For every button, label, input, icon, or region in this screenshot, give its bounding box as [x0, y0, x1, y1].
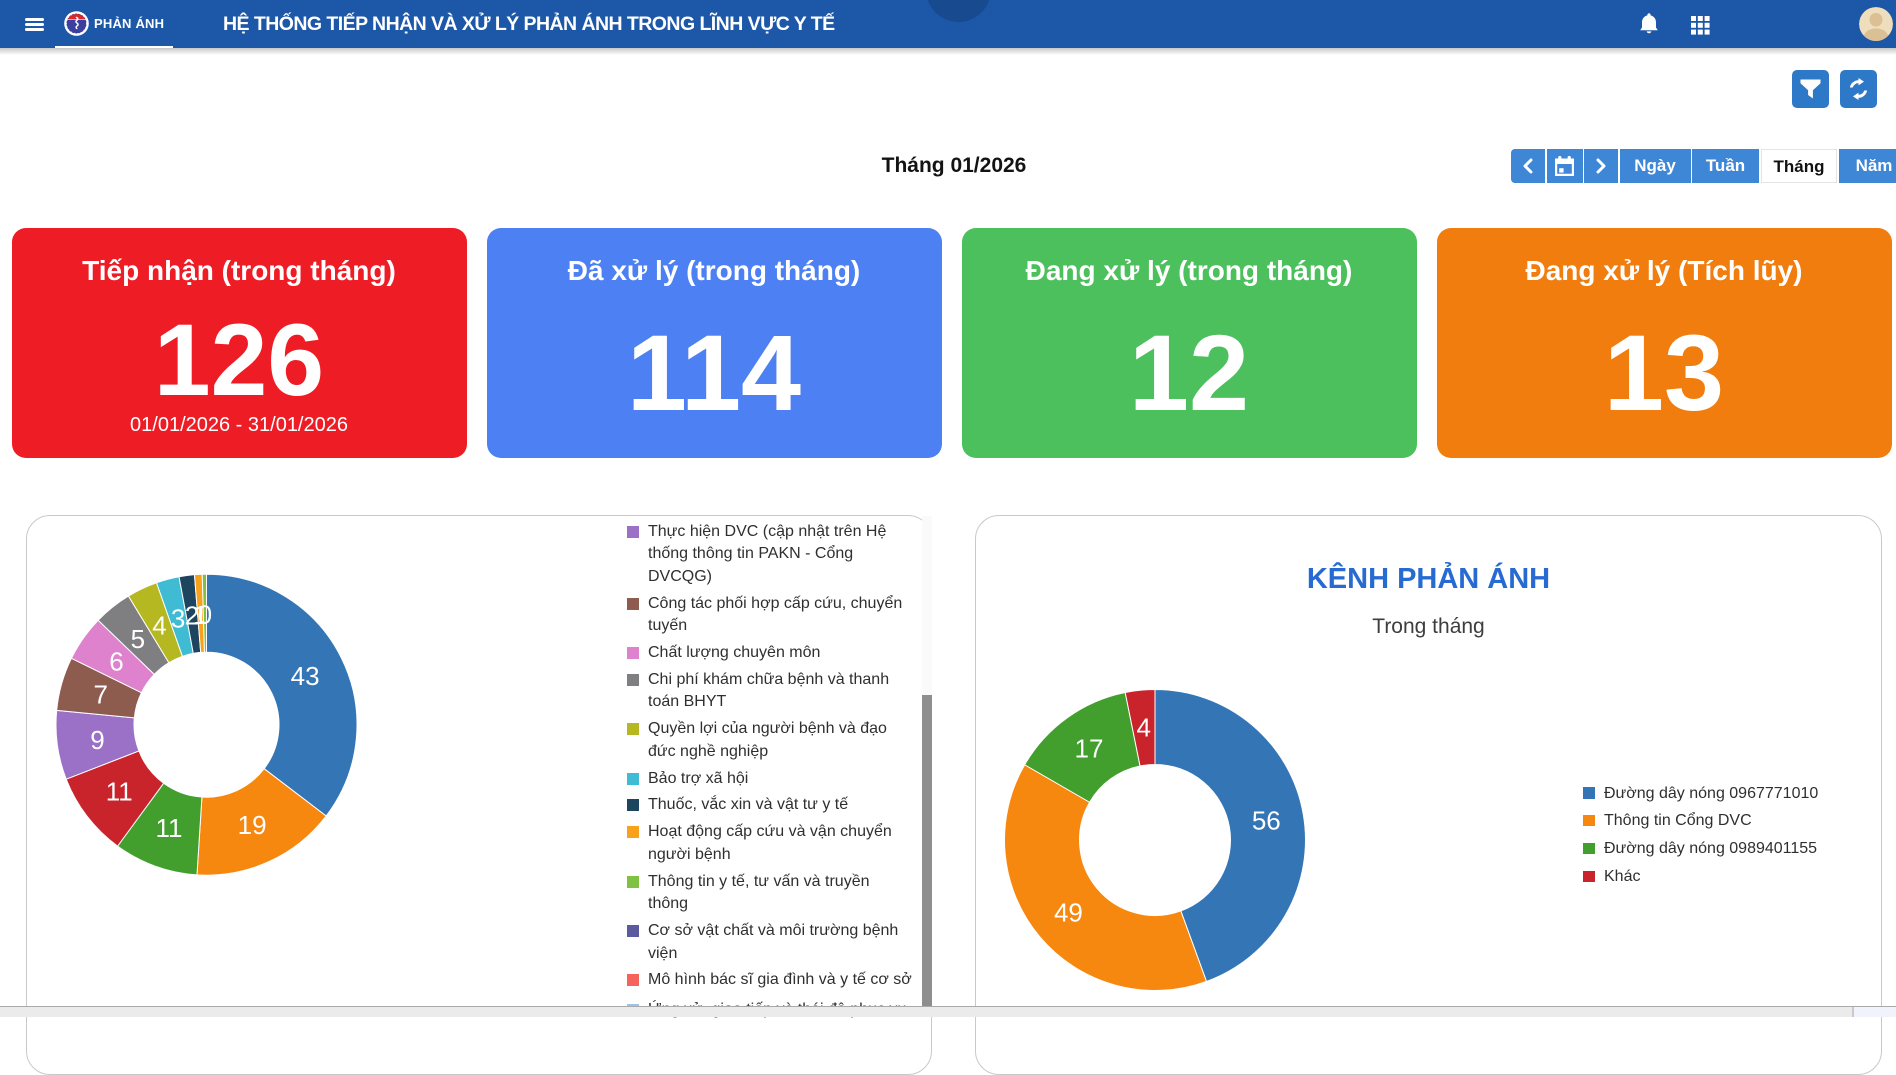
svg-text:2: 2 — [185, 601, 199, 631]
svg-text:3: 3 — [171, 603, 185, 633]
svg-text:17: 17 — [1075, 733, 1104, 763]
svg-text:11: 11 — [156, 813, 183, 843]
svg-text:6: 6 — [109, 647, 123, 677]
svg-text:49: 49 — [1054, 898, 1083, 928]
svg-text:19: 19 — [238, 810, 267, 840]
svg-text:4: 4 — [1136, 713, 1150, 743]
svg-text:56: 56 — [1252, 805, 1281, 835]
svg-text:1: 1 — [193, 600, 207, 630]
svg-text:7: 7 — [93, 680, 107, 710]
svg-text:5: 5 — [131, 624, 145, 654]
svg-text:11: 11 — [106, 777, 133, 807]
svg-text:0: 0 — [198, 600, 212, 630]
svg-text:43: 43 — [291, 661, 320, 691]
svg-text:9: 9 — [90, 725, 104, 755]
svg-text:4: 4 — [152, 610, 166, 640]
